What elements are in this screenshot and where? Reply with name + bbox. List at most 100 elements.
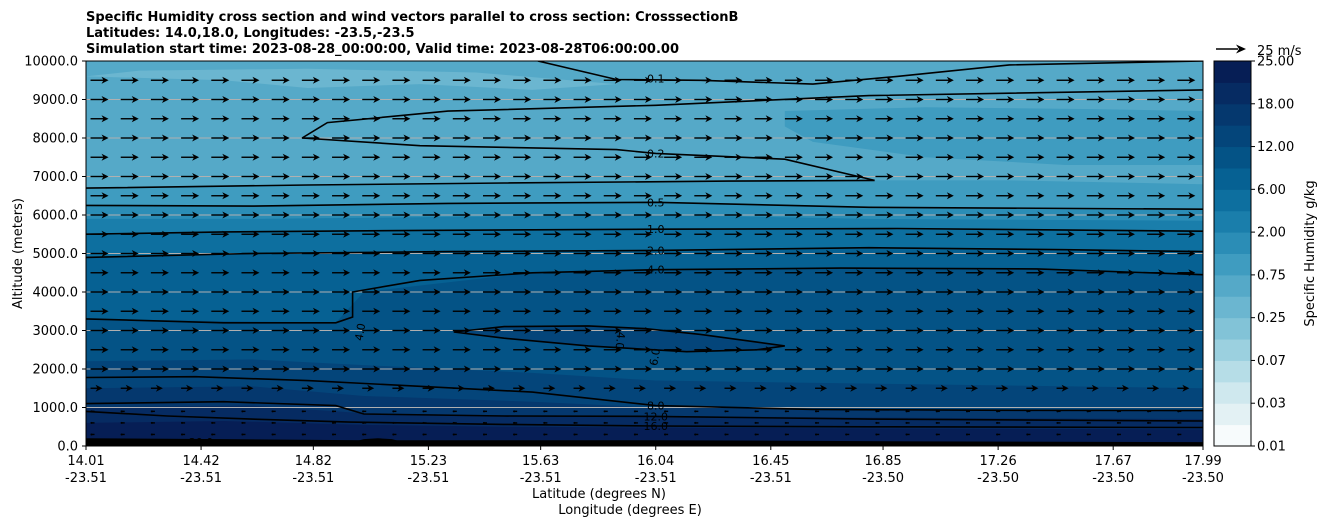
- wind-arrow: [633, 153, 652, 161]
- wind-arrow: [996, 192, 1015, 200]
- wind-arrow: [1147, 153, 1166, 161]
- wind-arrow-head: [1188, 115, 1196, 123]
- wind-arrow: [935, 230, 954, 238]
- wind-arrow: [996, 115, 1015, 123]
- wind-arrow-head: [705, 346, 713, 354]
- wind-arrow: [513, 230, 532, 238]
- wind-arrow: [1056, 365, 1075, 373]
- wind-arrow-head: [1188, 211, 1196, 219]
- colorbar-tick-label: 0.01: [1257, 440, 1286, 455]
- wind-arrow: [482, 384, 495, 392]
- wind-arrow-head: [759, 384, 767, 392]
- wind-arrow: [724, 346, 743, 354]
- y-tick-label: 5000.0: [33, 247, 79, 262]
- x-tick-label-lat: 15.63: [522, 454, 559, 469]
- wind-arrow: [482, 173, 501, 180]
- wind-arrow-dot: [573, 421, 576, 424]
- wind-arrow: [996, 211, 1015, 219]
- wind-arrow-head: [765, 192, 773, 200]
- wind-arrow: [935, 96, 954, 103]
- wind-arrow-head: [1067, 192, 1075, 200]
- wind-arrow-head: [524, 346, 532, 354]
- wind-arrow-head: [1037, 153, 1045, 161]
- wind-arrow-head: [1158, 76, 1166, 84]
- wind-arrow: [482, 115, 501, 123]
- wind-arrow-head: [1007, 250, 1015, 257]
- wind-arrow-head: [161, 96, 169, 103]
- wind-arrow: [90, 421, 95, 424]
- wind-arrow-head: [916, 76, 924, 84]
- wind-arrow-head: [675, 307, 683, 315]
- wind-arrow-head: [312, 288, 320, 296]
- wind-arrow: [482, 365, 501, 373]
- wind-arrow: [905, 173, 924, 180]
- wind-arrow: [271, 288, 290, 296]
- wind-arrow: [332, 433, 337, 436]
- wind-arrow: [120, 421, 125, 424]
- wind-arrow-head: [312, 211, 320, 219]
- wind-arrow: [392, 433, 397, 436]
- wind-arrow: [332, 192, 351, 200]
- wind-arrow-dot: [633, 410, 636, 413]
- wind-arrow-head: [584, 327, 592, 334]
- wind-arrow-head: [856, 153, 864, 161]
- wind-arrow: [1177, 211, 1196, 219]
- wind-arrow: [996, 327, 1015, 334]
- wind-arrow: [1086, 421, 1091, 424]
- wind-arrow: [362, 307, 381, 315]
- wind-arrow: [573, 433, 578, 436]
- contour-line-7: [86, 267, 1203, 324]
- wind-arrow: [603, 288, 622, 296]
- wind-arrow-dot: [724, 410, 727, 413]
- wind-arrow: [845, 327, 864, 334]
- wind-arrow-head: [312, 192, 320, 200]
- wind-arrow-head: [675, 346, 683, 354]
- wind-arrow: [724, 153, 743, 161]
- wind-arrow-head: [101, 346, 109, 354]
- wind-arrow-head: [1037, 192, 1045, 200]
- wind-arrow-dot: [1086, 410, 1089, 413]
- wind-arrow: [150, 269, 169, 277]
- wind-arrow-head: [252, 211, 260, 219]
- wind-arrow: [815, 327, 834, 334]
- wind-arrow: [422, 230, 441, 238]
- wind-arrow-head: [1037, 365, 1045, 373]
- wind-arrow: [241, 327, 260, 334]
- x-tick-label-lat: 16.45: [752, 454, 789, 469]
- wind-arrow: [784, 346, 803, 354]
- wind-arrow-head: [1127, 230, 1135, 238]
- wind-arrow: [1026, 433, 1031, 436]
- wind-arrow: [784, 288, 803, 296]
- wind-arrow-head: [433, 307, 441, 315]
- wind-arrow: [452, 421, 457, 424]
- wind-arrow-head: [222, 250, 230, 257]
- wind-arrow-head: [826, 269, 834, 277]
- wind-arrow-head: [101, 211, 109, 219]
- contour-label: 4.0: [352, 322, 368, 341]
- wind-arrow: [754, 433, 759, 436]
- wind-arrow: [271, 421, 276, 424]
- wind-arrow-dot: [211, 410, 214, 413]
- wind-arrow-head: [1007, 153, 1015, 161]
- wind-arrow: [1116, 433, 1121, 436]
- wind-arrow-head: [192, 307, 200, 315]
- wind-arrow: [633, 115, 652, 123]
- wind-arrow: [1177, 250, 1196, 257]
- wind-arrow-head: [675, 230, 683, 238]
- wind-arrow-head: [1007, 192, 1015, 200]
- wind-arrow: [845, 173, 864, 180]
- wind-arrow-head: [705, 365, 713, 373]
- wind-arrow: [181, 76, 200, 84]
- wind-arrow: [241, 76, 260, 84]
- wind-arrow-dot: [815, 410, 818, 413]
- wind-arrow-head: [1127, 365, 1135, 373]
- wind-arrow: [966, 173, 985, 180]
- wind-arrow: [211, 410, 216, 413]
- wind-arrow-head: [1188, 96, 1196, 103]
- wind-arrow: [452, 230, 471, 238]
- wind-arrow-head: [282, 250, 290, 257]
- wind-arrow: [422, 153, 441, 161]
- wind-arrow: [211, 192, 230, 200]
- wind-arrow-head: [735, 115, 743, 123]
